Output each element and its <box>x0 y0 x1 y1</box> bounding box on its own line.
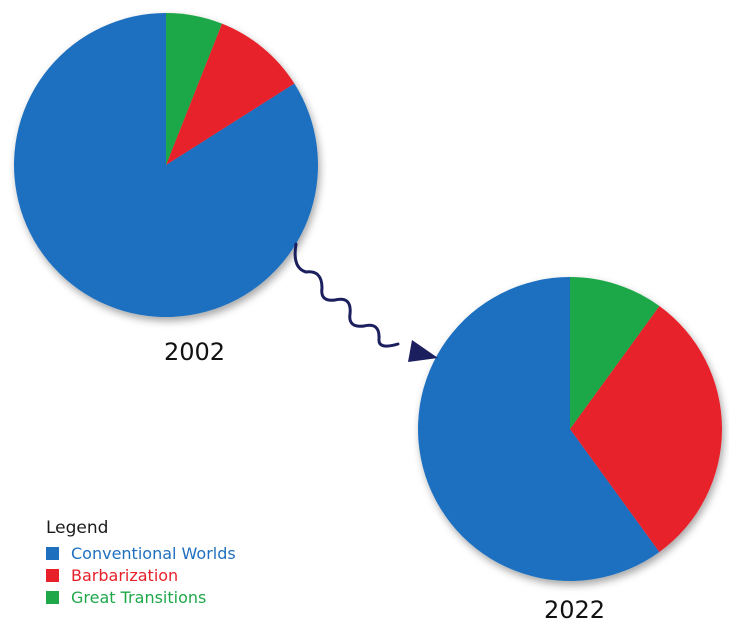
pie-slice-2002-barbarization <box>166 23 295 166</box>
arrow-head-icon <box>408 340 438 362</box>
legend-item-great-transitions: Great Transitions <box>46 586 236 608</box>
pie-chart-2002 <box>14 13 319 317</box>
pie-chart-2022 <box>417 277 722 581</box>
legend-label: Conventional Worlds <box>71 543 236 563</box>
legend-item-barbarization: Barbarization <box>46 564 236 586</box>
legend-label: Great Transitions <box>71 587 207 607</box>
pie-slice-2022-barbarization <box>570 306 722 552</box>
pie-slice-2022-conventional-worlds <box>417 277 660 581</box>
pie-slice-2002-great-transitions <box>166 13 222 165</box>
pie-slice-2002-conventional-worlds <box>14 13 319 317</box>
legend-label: Barbarization <box>71 565 179 585</box>
pie-title-2002: 2002 <box>164 338 226 366</box>
legend: Legend Conventional Worlds Barbarization… <box>46 518 236 608</box>
legend-swatch <box>46 568 59 582</box>
legend-item-conventional-worlds: Conventional Worlds <box>46 542 236 564</box>
legend-title: Legend <box>46 518 109 538</box>
pie-title-2022: 2022 <box>544 596 606 624</box>
legend-swatch <box>46 546 59 560</box>
legend-swatch <box>46 590 59 604</box>
wavy-arrow-icon <box>293 242 400 348</box>
pie-slice-2022-great-transitions <box>570 277 660 429</box>
